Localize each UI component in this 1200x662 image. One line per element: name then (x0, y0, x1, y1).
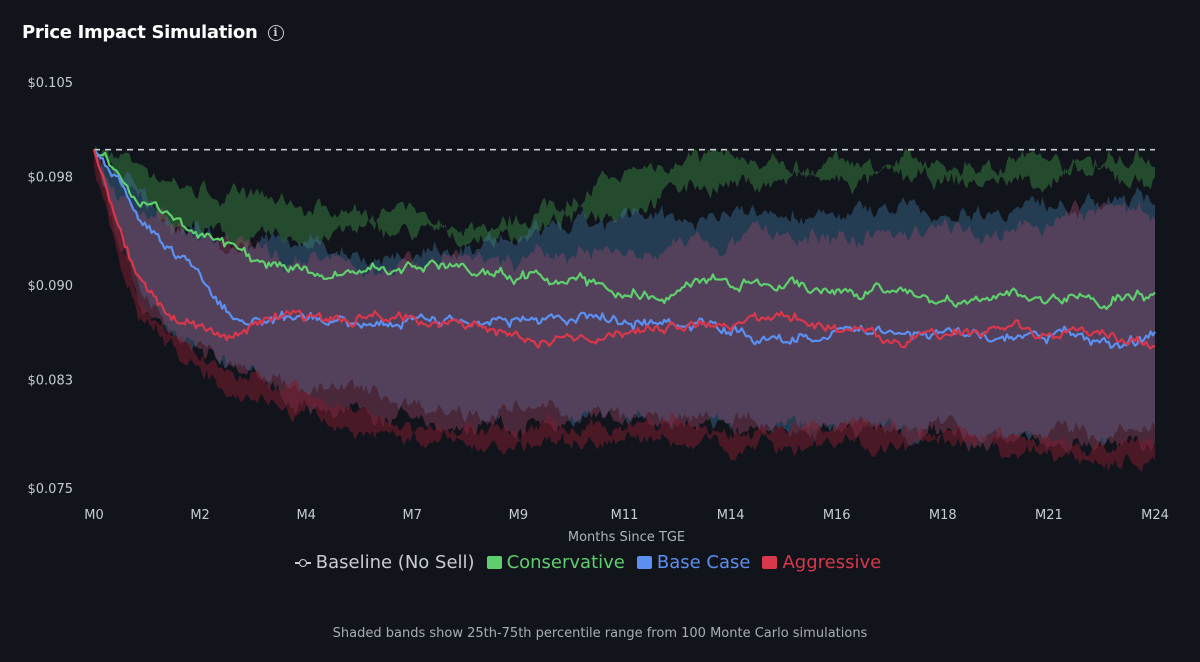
band-base-case (94, 149, 1155, 447)
x-tick-label: M0 (84, 508, 104, 523)
x-tick-label: M2 (190, 508, 210, 523)
y-tick-label: $0.105 (28, 76, 74, 91)
legend-label-baseline: Baseline (No Sell) (315, 552, 475, 573)
x-tick-label: M21 (1035, 508, 1063, 523)
baseline-line-marker-icon (294, 558, 311, 568)
legend-label-conservative: Conservative (506, 552, 625, 573)
x-tick-label: M9 (509, 508, 529, 523)
x-tick-label: M4 (296, 508, 316, 523)
x-tick-label: M7 (403, 508, 423, 523)
aggressive-swatch-icon (762, 556, 778, 569)
x-tick-label: M14 (717, 508, 745, 523)
title-row: Price Impact Simulation i (22, 22, 284, 43)
y-tick-label: $0.090 (28, 279, 74, 294)
info-icon[interactable]: i (267, 24, 284, 41)
legend-item-base-case[interactable]: Base Case (636, 552, 751, 573)
legend-item-baseline[interactable]: Baseline (No Sell) (294, 552, 475, 573)
chart-legend: Baseline (No Sell) Conservative Base Cas… (0, 552, 1176, 573)
legend-label-aggressive: Aggressive (782, 552, 882, 573)
price-impact-chart: $0.105 $0.098 $0.090 $0.083 $0.075 M0 M2 M4 M7 M9… (28, 76, 1169, 545)
y-tick-label: $0.075 (28, 482, 74, 497)
band-aggressive (94, 149, 1155, 454)
y-tick-label: $0.098 (28, 171, 74, 186)
band-aggressive-tail (94, 149, 1155, 472)
x-tick-label: M18 (929, 508, 957, 523)
y-tick-label: $0.083 (28, 374, 74, 389)
legend-label-base-case: Base Case (656, 552, 751, 573)
footnote: Shaded bands show 25th-75th percentile r… (332, 626, 868, 641)
chart-title: Price Impact Simulation (22, 22, 258, 43)
conservative-swatch-icon (486, 556, 502, 569)
x-axis-label: Months Since TGE (568, 530, 685, 545)
base-case-swatch-icon (636, 556, 652, 569)
band-conservative (94, 145, 1155, 249)
legend-item-aggressive[interactable]: Aggressive (762, 552, 881, 573)
x-tick-label: M24 (1141, 508, 1169, 523)
median-line-conservative (92, 149, 1156, 311)
x-tick-label: M11 (611, 508, 639, 523)
median-line-aggressive (92, 149, 1156, 350)
legend-item-conservative[interactable]: Conservative (486, 552, 625, 573)
x-tick-label: M16 (823, 508, 851, 523)
